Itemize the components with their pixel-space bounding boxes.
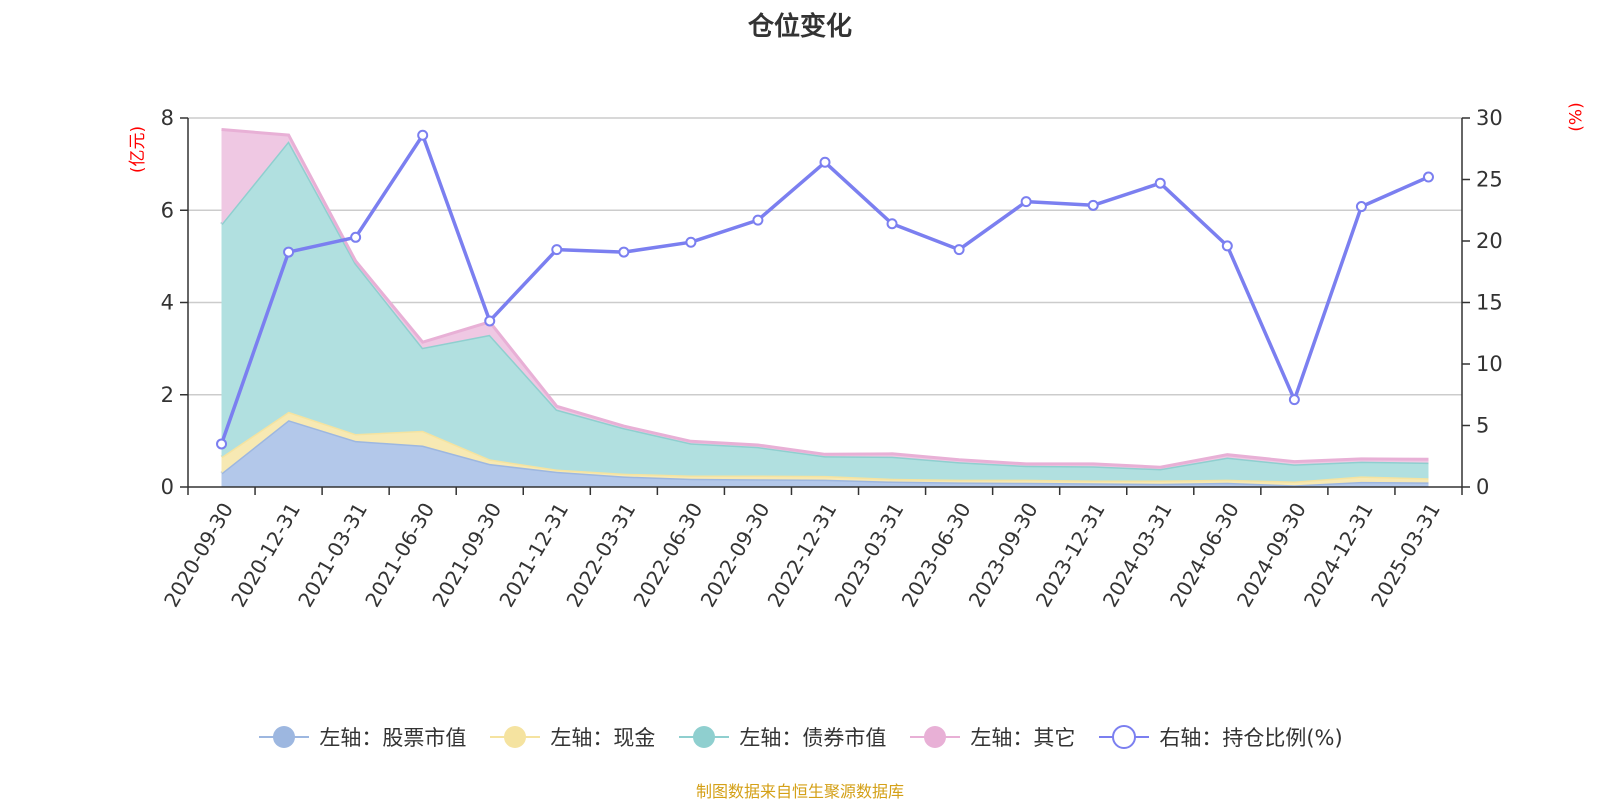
- right-tick-label: 0: [1476, 475, 1489, 499]
- area-series-1: [221, 420, 1429, 487]
- left-tick-label: 0: [161, 475, 174, 499]
- legend-label: 右轴：持仓比例(%): [1159, 726, 1343, 750]
- x-tick-label: 2022-12-31: [763, 499, 842, 612]
- ratio-point: [618, 246, 630, 258]
- chart-title: 仓位变化: [747, 12, 852, 42]
- legend-item-4[interactable]: 左轴：其它: [908, 722, 1075, 752]
- right-tick-label: 30: [1476, 106, 1503, 130]
- x-tick-label: 2021-03-31: [293, 499, 372, 612]
- right-tick-label: 10: [1476, 352, 1503, 376]
- x-tick-label: 2021-06-30: [360, 499, 439, 612]
- legend-label: 左轴：股票市值: [319, 726, 467, 750]
- area-series-2: [221, 411, 1429, 486]
- x-tick-label: 2023-03-31: [830, 499, 909, 612]
- right-tick-label: 25: [1476, 168, 1503, 192]
- legend-marker-icon: [1099, 725, 1150, 749]
- ratio-point: [752, 214, 764, 226]
- ratio-point: [551, 244, 563, 256]
- ratio-point: [1154, 177, 1166, 189]
- x-tick-label: 2022-06-30: [628, 499, 707, 612]
- x-tick-label: 2025-03-31: [1366, 499, 1445, 612]
- left-tick-label: 4: [161, 291, 174, 315]
- ratio-point: [350, 231, 362, 243]
- area-series-edge-4: [221, 128, 1429, 469]
- ratio-point: [1355, 201, 1367, 213]
- x-tick-label: 2022-03-31: [561, 499, 640, 612]
- ratio-point: [417, 129, 429, 141]
- left-tick-label: 8: [161, 106, 174, 130]
- right-tick-label: 15: [1476, 291, 1503, 315]
- right-tick-label: 5: [1476, 414, 1489, 438]
- ratio-point: [1221, 240, 1233, 252]
- legend-label: 左轴：其它: [970, 726, 1076, 750]
- legend: 左轴：股票市值 左轴：现金 左轴：债券市值 左轴：其它 右轴：持仓比例(%): [0, 722, 1600, 752]
- chart-canvas: 024680510152025302020-09-302020-12-31202…: [159, 106, 1503, 612]
- legend-label: 左轴：现金: [550, 726, 656, 750]
- x-tick-label: 2023-09-30: [964, 499, 1043, 612]
- ratio-point: [819, 156, 831, 168]
- legend-item-1[interactable]: 左轴：股票市值: [257, 722, 466, 752]
- area-series-3: [221, 141, 1429, 482]
- legend-marker-icon: [259, 726, 310, 748]
- ratio-point: [1087, 199, 1099, 211]
- legend-item-3[interactable]: 左轴：债券市值: [677, 722, 886, 752]
- x-tick-label: 2023-06-30: [897, 498, 976, 611]
- left-tick-label: 6: [161, 198, 174, 222]
- x-tick-label: 2021-09-30: [427, 498, 506, 611]
- right-tick-label: 20: [1476, 229, 1503, 253]
- x-tick-label: 2020-12-31: [226, 499, 305, 612]
- x-tick-label: 2021-12-31: [494, 499, 573, 612]
- ratio-point: [216, 438, 228, 450]
- ratio-point: [953, 244, 965, 256]
- area-series: [220, 128, 1429, 487]
- x-tick-label: 2024-09-30: [1232, 499, 1311, 612]
- legend-label: 左轴：债券市值: [739, 726, 887, 750]
- x-tick-label: 2020-09-30: [159, 499, 238, 612]
- legend-item-5[interactable]: 右轴：持仓比例(%): [1097, 722, 1343, 752]
- ratio-point: [283, 246, 295, 258]
- x-tick-label: 2024-12-31: [1299, 499, 1378, 612]
- legend-marker-icon: [490, 726, 541, 748]
- source-note: 制图数据来自恒生聚源数据库: [695, 782, 904, 801]
- legend-marker-icon: [910, 726, 961, 748]
- ratio-point: [484, 315, 496, 327]
- left-tick-label: 2: [161, 383, 174, 407]
- x-tick-label: 2022-09-30: [696, 499, 775, 612]
- line-series: [216, 129, 1434, 450]
- ratio-point: [1288, 394, 1300, 406]
- legend-marker-icon: [679, 726, 730, 748]
- x-tick-label: 2024-03-31: [1098, 499, 1177, 612]
- x-tick-label: 2023-12-31: [1031, 499, 1110, 612]
- ratio-point: [886, 218, 898, 230]
- ratio-point: [685, 236, 697, 248]
- ratio-point: [1020, 196, 1032, 208]
- ratio-point: [1422, 171, 1434, 183]
- legend-item-2[interactable]: 左轴：现金: [488, 722, 655, 752]
- x-tick-label: 2024-06-30: [1165, 499, 1244, 612]
